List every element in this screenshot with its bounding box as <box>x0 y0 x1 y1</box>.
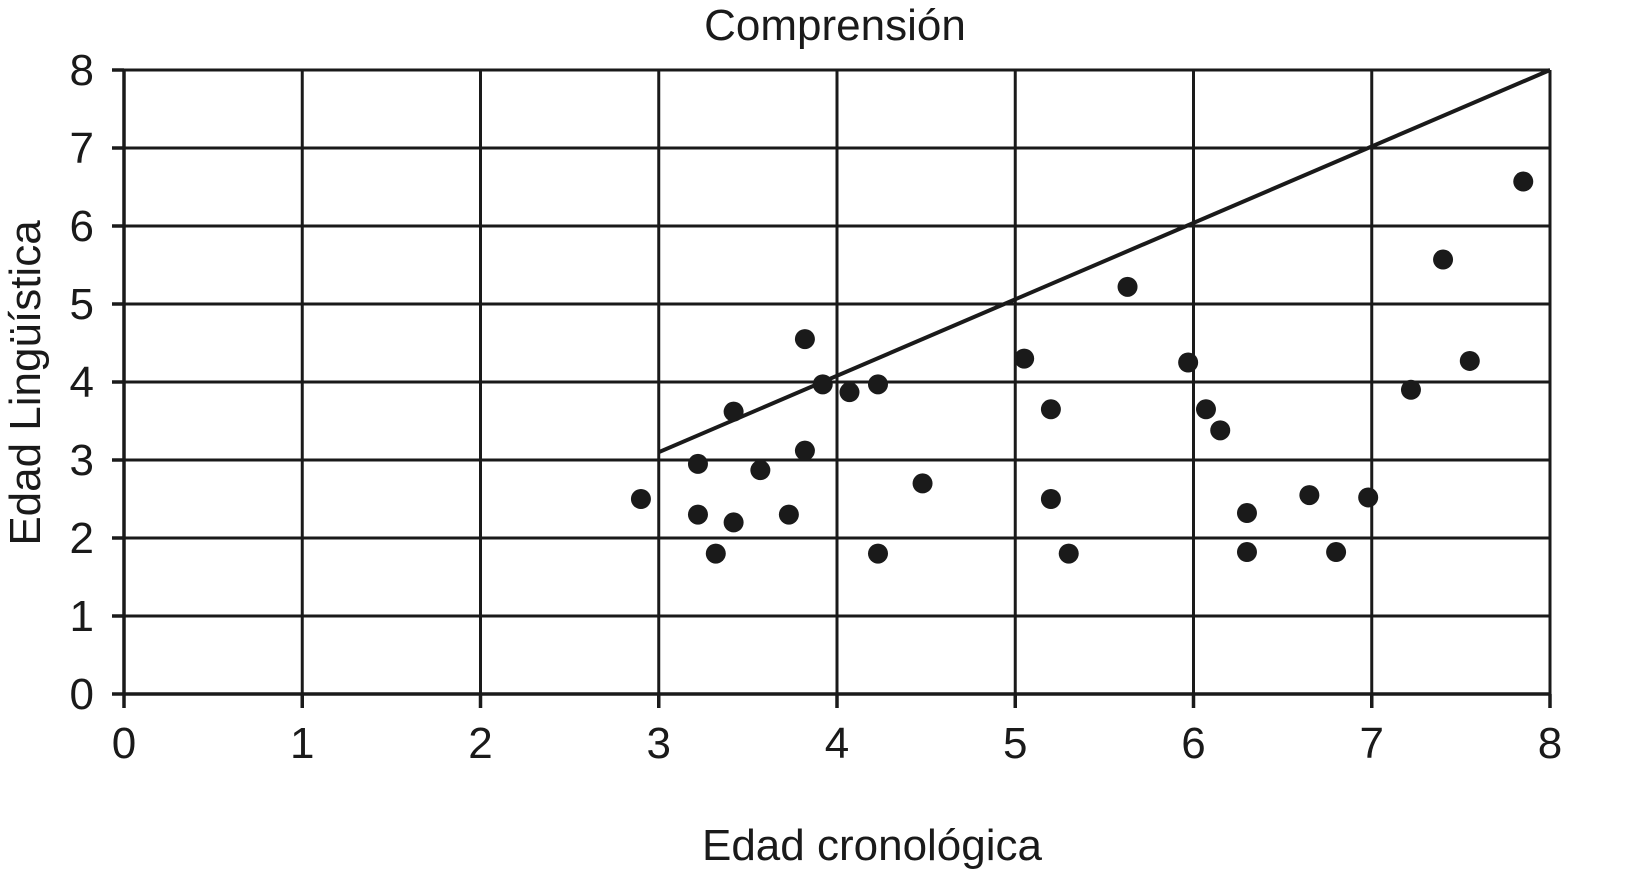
y-tick-label-4: 4 <box>70 358 94 407</box>
x-tick-label-0: 0 <box>112 719 136 768</box>
y-tick-label-3: 3 <box>70 436 94 485</box>
x-tick-label-4: 4 <box>825 719 849 768</box>
data-point-17 <box>1040 489 1061 509</box>
data-point-7 <box>778 504 799 525</box>
data-point-21 <box>1195 399 1216 420</box>
data-point-8 <box>794 329 815 350</box>
x-tick-labels: 0 1 2 3 4 5 6 7 8 <box>112 719 1562 768</box>
data-point-15 <box>1014 348 1035 369</box>
reference-line <box>657 68 1551 455</box>
data-point-6 <box>750 460 771 481</box>
data-point-10 <box>812 374 833 395</box>
y-tick-label-8: 8 <box>70 46 94 95</box>
data-point-20 <box>1178 352 1199 373</box>
data-point-29 <box>1433 249 1454 270</box>
x-tick-label-7: 7 <box>1360 719 1384 768</box>
x-tick-label-3: 3 <box>647 719 671 768</box>
data-point-25 <box>1299 485 1320 506</box>
data-point-9 <box>794 440 815 461</box>
x-tick-label-2: 2 <box>468 719 492 768</box>
axes <box>112 68 1552 708</box>
grid <box>122 68 1552 696</box>
data-point-19 <box>1117 276 1138 297</box>
data-points <box>630 171 1534 564</box>
data-point-11 <box>839 382 860 403</box>
data-point-18 <box>1058 543 1079 564</box>
data-point-23 <box>1236 503 1257 524</box>
data-point-30 <box>1459 350 1480 371</box>
data-point-12 <box>867 374 888 395</box>
data-point-4 <box>723 401 744 422</box>
x-tick-label-6: 6 <box>1181 719 1205 768</box>
x-tick-label-1: 1 <box>290 719 314 768</box>
data-point-3 <box>705 543 726 564</box>
x-tick-label-5: 5 <box>1003 719 1027 768</box>
y-tick-label-7: 7 <box>70 124 94 173</box>
y-tick-labels: 0 1 2 3 4 5 6 7 8 <box>70 46 94 719</box>
data-point-5 <box>723 512 744 533</box>
y-tick-label-1: 1 <box>70 592 94 641</box>
data-point-2 <box>687 504 708 525</box>
data-point-13 <box>867 543 888 564</box>
data-point-26 <box>1326 542 1347 563</box>
y-tick-label-5: 5 <box>70 280 94 329</box>
y-axis-label: Edad Lingüística <box>1 220 50 546</box>
x-tick-label-8: 8 <box>1538 719 1562 768</box>
y-tick-label-2: 2 <box>70 514 94 563</box>
data-point-0 <box>630 489 651 509</box>
data-point-31 <box>1513 171 1534 192</box>
x-axis-label: Edad cronológica <box>702 821 1043 870</box>
data-point-22 <box>1210 420 1231 441</box>
data-point-1 <box>687 453 708 474</box>
data-point-16 <box>1040 399 1061 420</box>
y-tick-label-6: 6 <box>70 202 94 251</box>
data-point-14 <box>912 473 933 494</box>
reference-line-group <box>657 68 1551 455</box>
chart-title: Comprensión <box>704 1 966 50</box>
data-point-24 <box>1236 542 1257 563</box>
data-point-27 <box>1358 487 1379 508</box>
y-tick-label-0: 0 <box>70 670 94 719</box>
data-point-28 <box>1400 379 1421 400</box>
